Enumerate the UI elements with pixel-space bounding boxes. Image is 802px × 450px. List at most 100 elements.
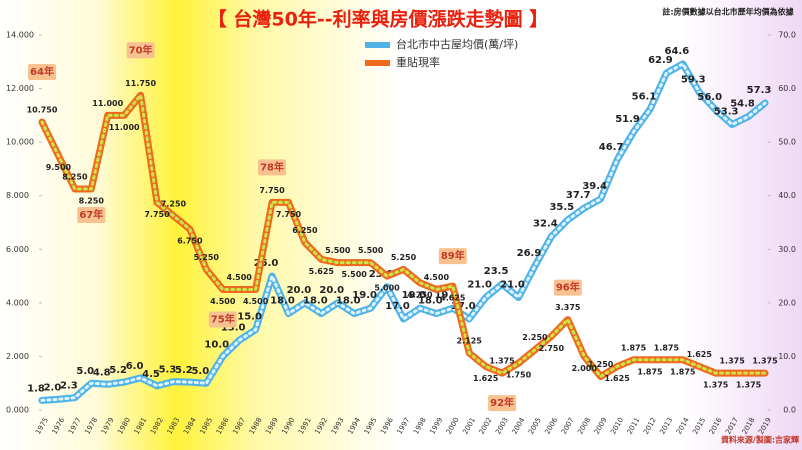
series-line-dots [40,91,767,379]
y2-tick-label: 10.0 [778,352,796,361]
data-label: 1.875 [621,343,647,352]
data-label: 1.875 [654,343,680,352]
data-label: 2.3 [60,381,78,392]
data-label: 2.250 [522,333,548,342]
annotation-box [258,159,287,176]
annotation-box [126,42,155,59]
data-label: 59.3 [681,74,706,85]
data-label: 6.0 [126,361,144,372]
series-line-dots [40,61,767,402]
data-label: 1.750 [506,371,532,380]
data-label: 17.0 [451,301,476,312]
data-label: 23.5 [484,266,509,277]
data-label: 3.375 [555,303,581,312]
data-label: 6.750 [177,237,203,246]
data-label: 2.125 [457,337,483,346]
data-label: 2.000 [572,364,598,373]
y2-tick-label: 0.0 [783,406,796,415]
data-label: 56.0 [697,92,722,103]
annotation-box [28,64,56,81]
data-label: 1.625 [687,350,713,359]
data-label: 5.000 [374,284,400,293]
annotation-box [488,395,517,412]
annotation: 75年 [211,312,235,325]
data-label: 4.500 [227,273,253,282]
annotation-box [438,248,467,265]
annotation: 89年 [441,249,465,262]
data-label: 18.0 [270,296,295,307]
annotation: 70年 [129,43,153,56]
y2-tick-label: 40.0 [778,191,796,200]
data-label: 1.375 [719,357,745,366]
data-label: 5.0 [76,366,94,377]
data-label: 39.4 [582,181,607,192]
data-label: 5.250 [194,253,220,262]
data-label: 25.0 [254,258,279,269]
y2-tick-label: 20.0 [778,298,796,307]
data-label: 5.625 [309,267,335,276]
legend-label: 重貼現率 [396,55,440,69]
data-label: 4.750 [407,290,433,299]
y-tick-label: 6.000 [6,245,29,254]
data-label: 13.0 [221,322,246,333]
y-tick-label: 12.000 [6,84,34,93]
data-label: 7.750 [144,210,170,219]
annotation-box [77,207,106,224]
data-label: 10.750 [27,106,58,115]
data-label: 62.9 [648,55,673,66]
data-label: 4.8 [93,367,111,378]
data-label: 1.375 [703,381,729,390]
data-label: 8.250 [79,197,105,206]
data-label: 5.500 [358,246,384,255]
source: 資料來源/製圖:吉家輝 [721,435,799,445]
data-label: 4.5 [142,369,160,380]
data-label: 5.250 [391,253,417,262]
data-label: 21.0 [500,280,525,291]
y-tick-label: 4.000 [6,298,29,307]
data-label: 9.500 [46,163,72,172]
chart-title: 【 台灣50年--利率與房價漲跌走勢圖 】 [208,8,548,31]
data-label: 53.3 [714,106,739,117]
annotation-box [553,279,582,296]
data-label: 10.0 [204,339,229,350]
data-label: 64.6 [664,46,689,57]
data-label: 54.8 [730,98,755,109]
data-label: 46.7 [599,142,624,153]
data-label: 4.500 [424,273,450,282]
data-label: 8.250 [62,173,88,182]
data-label: 5.500 [342,270,368,279]
data-label: 2.0 [44,382,62,393]
data-label: 11.000 [92,99,123,108]
annotation-box [208,311,237,328]
data-label: 7.750 [276,210,302,219]
annotation: 78年 [260,160,284,173]
data-label: 5.2 [175,365,193,376]
y2-tick-label: 50.0 [778,138,796,147]
note: 註:房價數據以台北市歷年均價為依據 [662,7,794,17]
data-label: 1.625 [473,374,499,383]
data-label: 1.625 [604,374,630,383]
data-label: 4.500 [210,297,236,306]
y-tick-label: 2.000 [6,352,29,361]
data-label: 1.375 [489,357,515,366]
data-label: 1.875 [670,367,696,376]
data-label: 1.375 [752,357,778,366]
data-label: 1.875 [637,367,663,376]
legend-label: 台北市中古屋均價(萬/坪) [396,37,518,51]
data-label: 5.0 [191,366,209,377]
y2-tick-label: 60.0 [778,84,796,93]
data-label: 5.3 [159,365,177,376]
data-label: 11.000 [109,123,140,132]
data-label: 56.1 [632,91,657,102]
annotation: 67年 [79,208,103,221]
data-label: 20.0 [319,285,344,296]
data-label: 5.2 [109,365,127,376]
data-label: 7.750 [259,186,285,195]
data-label: 19.0 [434,290,459,301]
data-label: 18.0 [418,296,443,307]
annotation: 64年 [30,65,54,78]
data-label: 26.9 [517,248,542,259]
data-label: 17.0 [385,301,410,312]
